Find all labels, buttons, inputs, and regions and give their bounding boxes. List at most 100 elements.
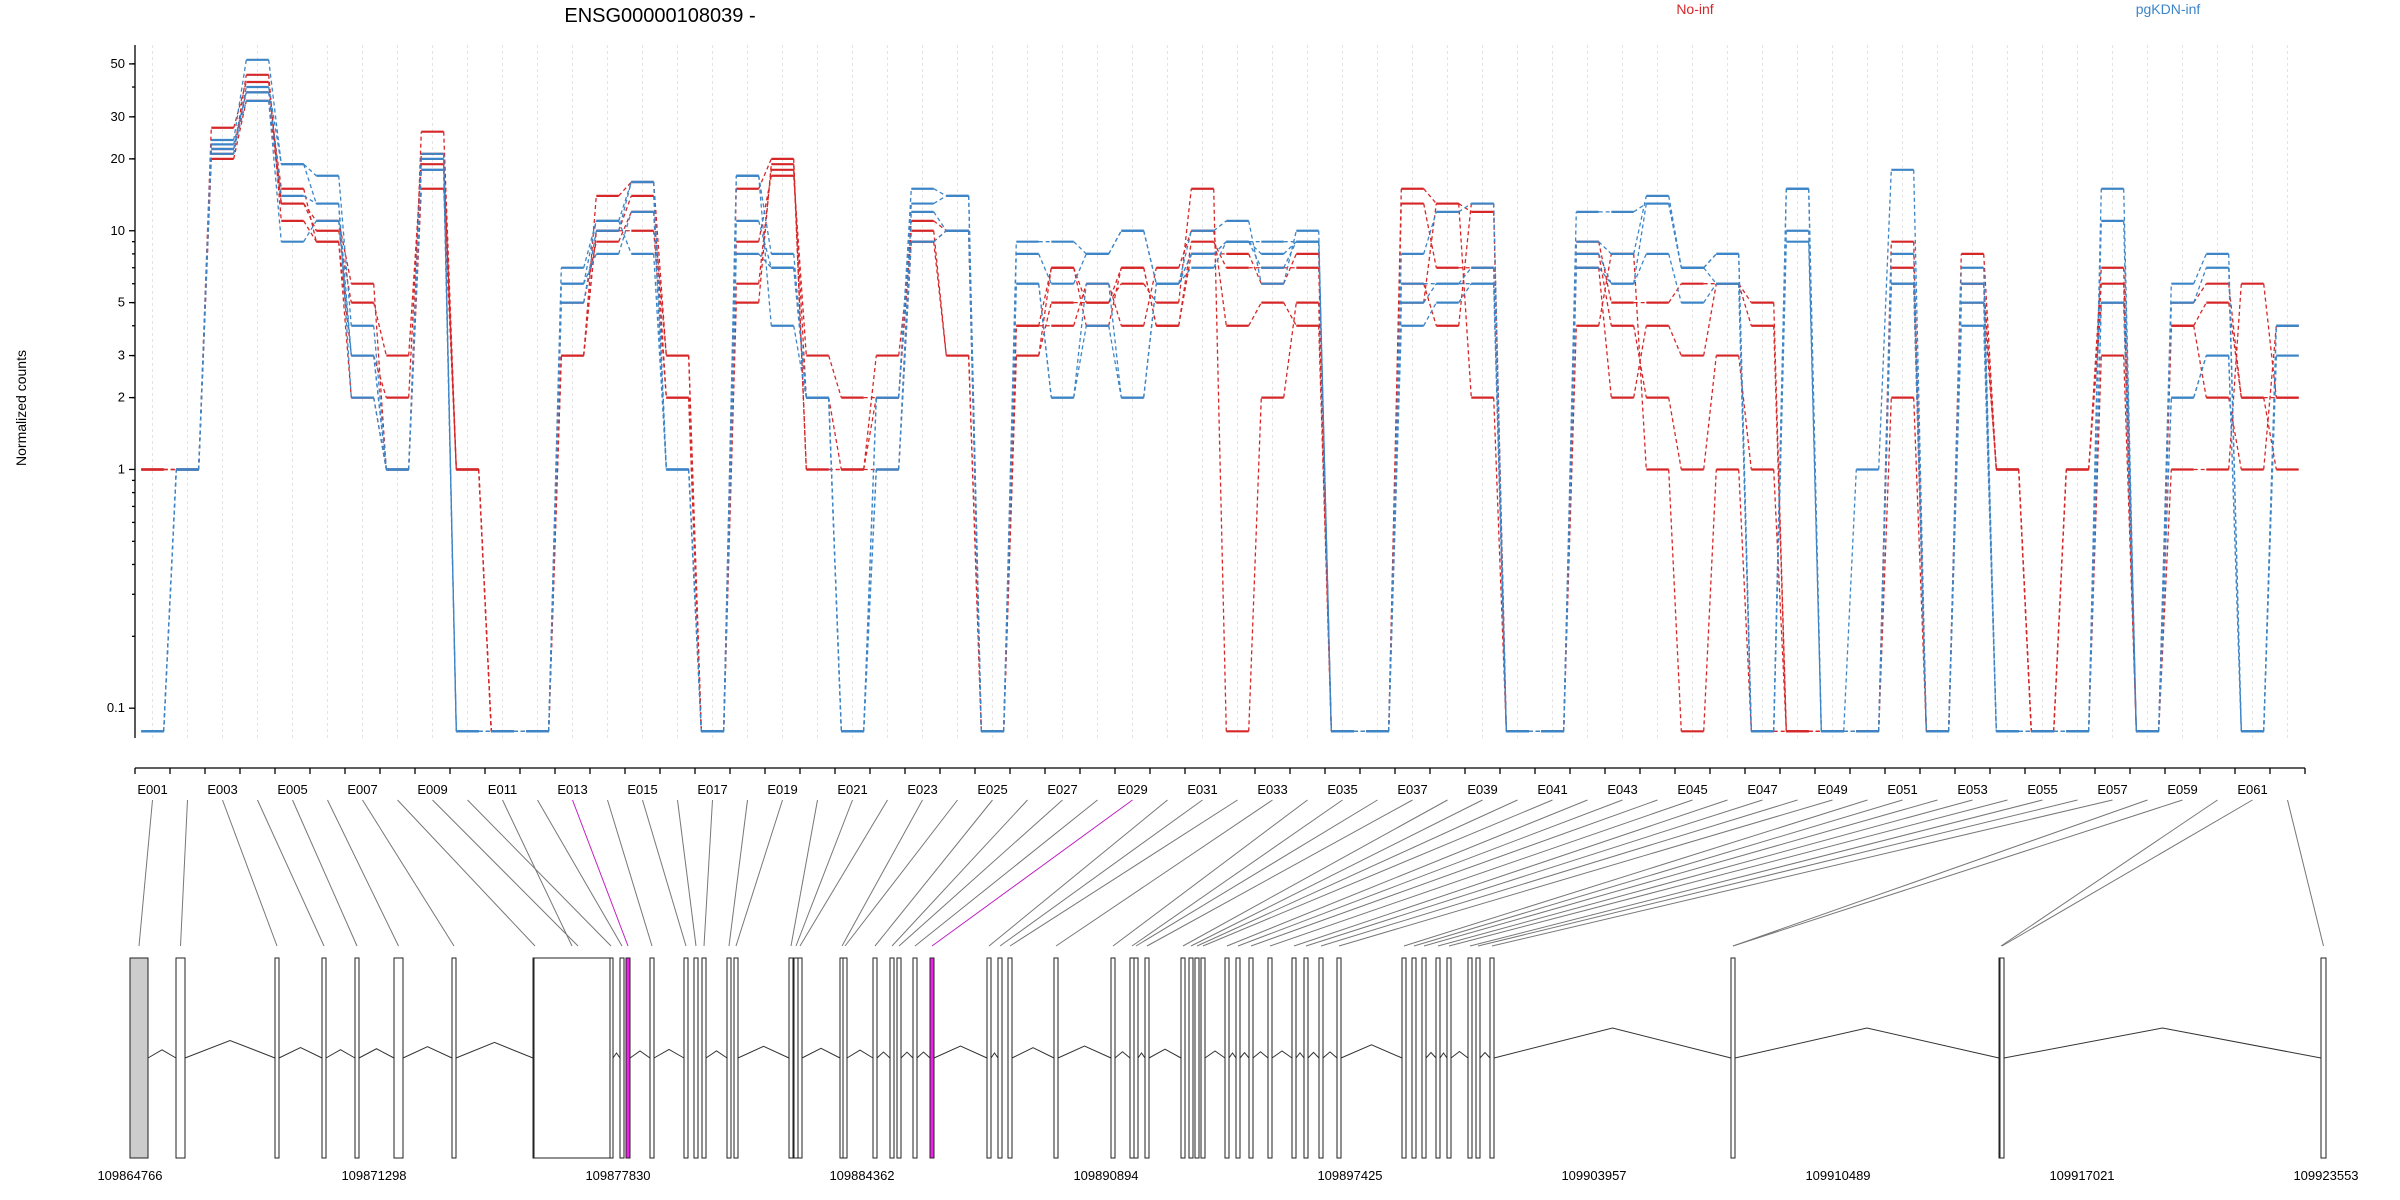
series-link [583,220,597,268]
connector-e055 [1469,799,2043,947]
series-link [373,355,387,398]
series-link [618,220,632,255]
x-tick-label-e001: E001 [137,782,167,797]
series-link [2123,220,2137,732]
series-link [2193,325,2207,398]
series-link [2158,469,2172,732]
exon-block-e003 [274,957,280,1159]
series-link [1213,230,1227,326]
connector-e046 [1293,799,1728,947]
series-link [1563,253,1577,732]
exon-block-e062 [2320,957,2327,1159]
series-link [1073,283,1087,326]
series-link [303,203,317,232]
series-link [1913,283,1927,732]
series-link [2123,302,2137,732]
series-link [1178,188,1192,303]
x-tick-label-e043: E043 [1607,782,1637,797]
series-link [1913,169,1927,732]
intron-line [1228,1052,1237,1059]
connector-e029 [931,799,1133,947]
series-link [1738,283,1752,326]
connector-e022 [799,799,888,947]
series-pgkdn-inf-8 [141,85,2299,733]
coord-label-9: 109917021 [2049,1168,2114,1183]
connector-e060 [2000,799,2218,947]
exon-block-e031 [997,957,1003,1159]
series-no-inf-1 [141,99,2299,733]
exon-block-e036 [1133,957,1139,1159]
series-link [233,92,247,145]
x-tick-label-e055: E055 [2027,782,2057,797]
exon-block-e046 [1291,957,1297,1159]
exon-block-e030 [986,957,992,1159]
series-link [1038,267,1052,356]
x-gridlines [152,45,2288,738]
series-link [2158,397,2172,732]
series-link [1493,267,1507,732]
intron-line [1734,1027,2000,1059]
x-tick-label-e015: E015 [627,782,657,797]
intron-line [846,1049,874,1059]
series-link [793,164,807,470]
series-link [373,397,387,470]
connector-e014 [607,799,653,947]
exon-block-e011 [533,957,611,1159]
series-link [1458,283,1472,303]
connector-e004 [257,799,325,947]
intron-line [1057,1045,1112,1059]
intron-line [1137,1052,1146,1059]
series-link [163,469,177,732]
series-link [2193,253,2207,284]
series-link [933,220,947,232]
connector-e015 [642,799,687,947]
intron-line [900,1051,914,1059]
connector-e050 [1403,799,1868,947]
series-link [758,175,772,254]
series-link [618,195,632,231]
coord-label-6: 109897425 [1317,1168,1382,1183]
series-link [1318,241,1332,732]
series-link [898,203,912,398]
genomic-coordinate-axis: 109864766 109871298 109877830 109884362 1098… [97,1168,2358,1183]
x-tick-label-e011: E011 [488,782,517,797]
y-tick-label: 50 [111,56,125,71]
intron-line [1148,1048,1182,1059]
series-link [758,158,772,189]
x-tick-label-e037: E037 [1397,782,1427,797]
series-link [268,74,282,221]
connector-e006 [327,799,399,947]
x-tick-label-e039: E039 [1467,782,1497,797]
series-link [653,253,667,470]
series-link [1283,302,1297,398]
connector-e049 [1338,799,1833,947]
connector-e038 [1182,799,1448,947]
exon-block-e006 [393,957,404,1159]
exon-block-e054 [1446,957,1452,1159]
series-link [1283,241,1297,255]
series-link [863,469,877,732]
connector-e024 [844,799,958,947]
series-link [1073,241,1087,255]
series-link [1668,283,1682,303]
exon-block-e050 [1401,957,1407,1159]
x-tick-label-e057: E057 [2097,782,2127,797]
x-tick-label-e023: E023 [907,782,937,797]
connector-e012 [537,799,623,947]
intron-line [876,1051,891,1059]
intron-line [402,1046,453,1059]
series-link [163,469,177,732]
connector-e040 [1196,799,1518,947]
connector-e042 [1226,799,1588,947]
series-no-inf-2 [141,91,2299,733]
series-link [443,164,457,470]
series-link [1773,469,1787,732]
series-link [2263,325,2277,470]
x-tick-label-e049: E049 [1817,782,1847,797]
series-link [2018,469,2032,732]
connector-e044 [1250,799,1658,947]
series-link [373,302,387,356]
series-link [1388,188,1402,732]
intron-line [1239,1051,1250,1059]
x-tick-label-e025: E025 [977,782,1007,797]
